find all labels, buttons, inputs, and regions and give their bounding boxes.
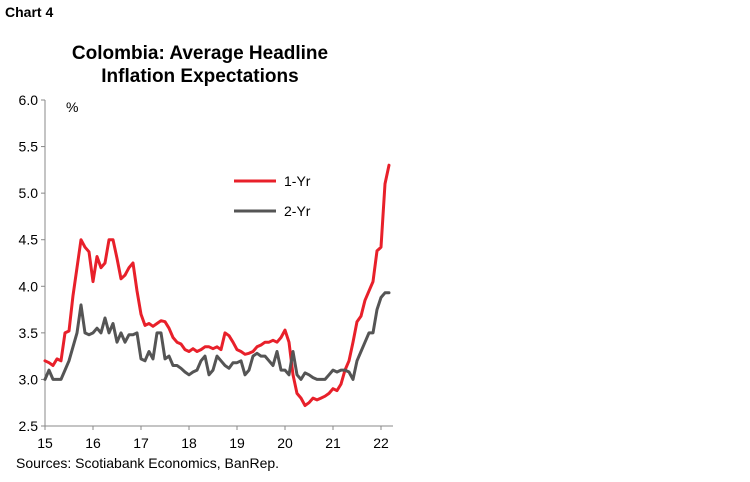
y-tick-label: 5.5 [19,139,39,155]
series-line-2-yr [43,291,391,381]
x-tick-label: 16 [85,435,101,451]
x-tick-label: 20 [277,435,293,451]
legend: 1-Yr 2-Yr [234,173,311,219]
y-tick-label: 3.5 [19,325,39,341]
series-line-1-yr [43,163,391,407]
axes [44,100,393,427]
y-tick-label: 4.5 [19,232,39,248]
y-tick-label: 6.0 [19,92,39,108]
y-tick-label: 4.0 [19,278,39,294]
chart-title-line-1: Colombia: Average Headline [71,43,329,64]
legend-label-2-yr: 2-Yr [284,203,311,219]
y-tick-label: 2.5 [19,418,39,434]
y-axis-unit: % [66,99,78,115]
chart-label: Chart 4 [5,4,54,20]
x-axis-ticks: 15 16 17 18 19 20 21 22 [37,426,389,451]
y-axis-ticks: 6.0 5.5 5.0 4.5 4.0 3.5 3.0 2.5 [19,92,45,434]
x-tick-label: 17 [133,435,149,451]
x-tick-label: 21 [325,435,341,451]
chart-title-line-2: Inflation Expectations [101,66,299,87]
y-tick-label: 5.0 [19,185,39,201]
legend-label-1-yr: 1-Yr [284,173,311,189]
source-note: Sources: Scotiabank Economics, BanRep. [16,455,280,471]
x-tick-label: 18 [181,435,197,451]
x-tick-label: 22 [373,435,389,451]
x-tick-label: 15 [37,435,53,451]
series-lines [43,163,391,407]
x-tick-label: 19 [229,435,245,451]
y-tick-label: 3.0 [19,371,39,387]
